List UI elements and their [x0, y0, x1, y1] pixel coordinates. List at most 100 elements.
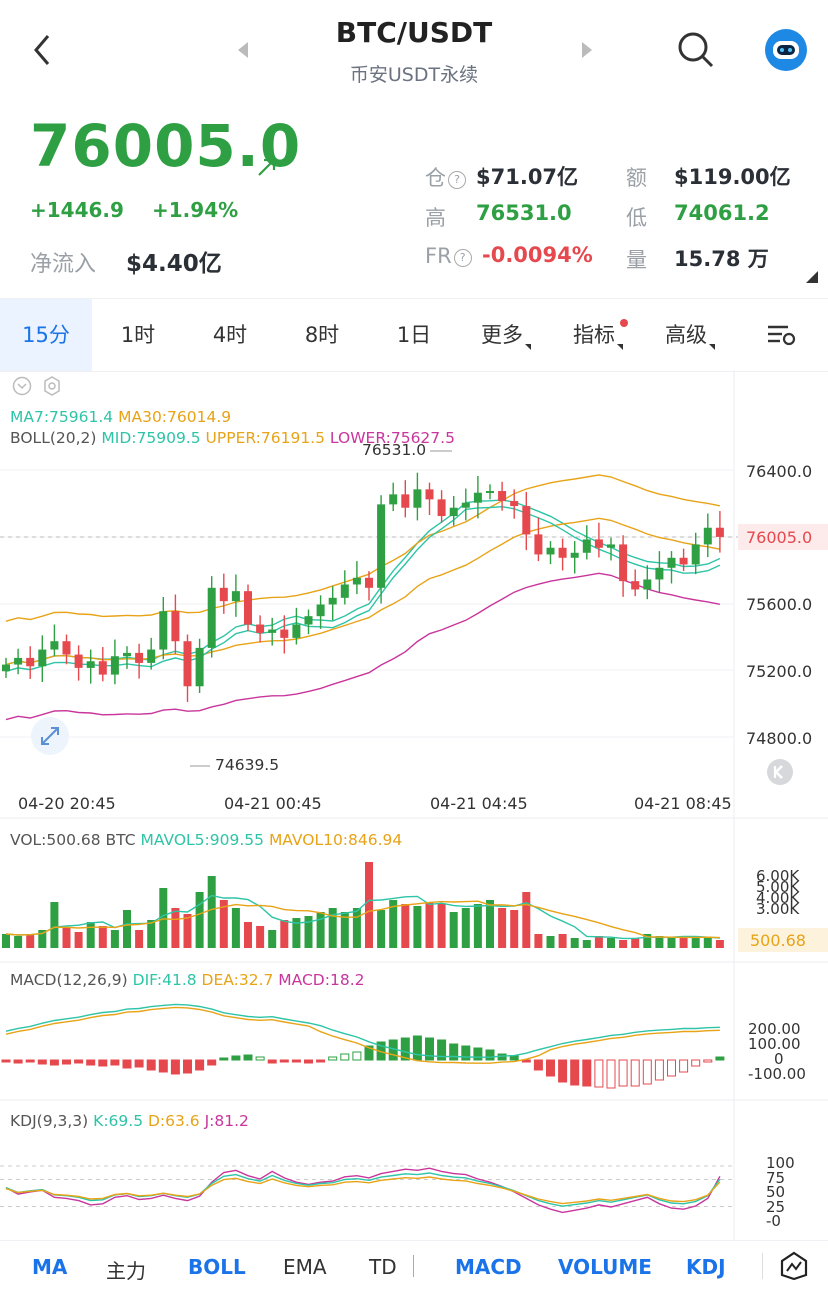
candle-body	[110, 656, 119, 675]
indicator-ema[interactable]: EMA	[283, 1255, 327, 1279]
tab-4h[interactable]: 4时	[212, 323, 248, 347]
macd-name: MACD(12,26,9)	[10, 971, 128, 989]
indicator-kdj[interactable]: KDJ	[686, 1255, 726, 1279]
back-button[interactable]	[28, 32, 58, 68]
assistant-bot-button[interactable]	[764, 28, 808, 76]
ma30-line	[5, 517, 721, 666]
macd-value: MACD:18.2	[278, 971, 365, 989]
candle-body	[449, 507, 458, 517]
tab-1h[interactable]: 1时	[120, 323, 156, 347]
low-marker-line	[190, 765, 210, 767]
last-price-axis-label: 76005.0	[746, 528, 813, 547]
tab-indicators[interactable]: 指标	[552, 299, 644, 371]
draw-tools-button[interactable]	[780, 1251, 808, 1285]
macd-bar	[13, 1059, 23, 1064]
chart-area[interactable]	[0, 370, 828, 1240]
caret-icon	[525, 344, 531, 350]
macd-legend: MACD(12,26,9) DIF:41.8 DEA:32.7 MACD:18.…	[10, 971, 364, 989]
candle-body	[546, 547, 555, 555]
volume-bar	[461, 908, 470, 948]
candle-body	[340, 584, 349, 598]
candle-body	[607, 544, 615, 548]
macd-bar	[570, 1059, 580, 1086]
volume-bar	[171, 908, 180, 948]
fullscreen-expand-icon[interactable]	[30, 716, 70, 760]
robot-icon	[765, 29, 807, 71]
volume-bar	[619, 940, 628, 948]
price-change-pct: +1.94%	[152, 198, 239, 222]
candle-body	[413, 489, 422, 508]
x-tick: 04-20 20:45	[18, 794, 116, 813]
macd-bar	[183, 1059, 192, 1074]
volume-bar	[522, 892, 531, 948]
caret-icon	[709, 344, 715, 350]
indicator-td[interactable]: TD	[369, 1255, 397, 1279]
collapse-toggle-icon[interactable]	[12, 376, 32, 400]
macd-bar	[509, 1055, 519, 1061]
macd-bar	[146, 1059, 156, 1071]
tab-more[interactable]: 更多	[460, 299, 552, 371]
volume-bar	[413, 906, 422, 948]
candle-body	[328, 597, 337, 605]
pair-subtitle: 币安USDT永续	[349, 64, 479, 86]
candle-body	[619, 544, 628, 582]
volume-bar	[558, 934, 567, 948]
info-icon[interactable]: ?	[453, 249, 472, 267]
volume-bar	[425, 902, 434, 948]
indicator-macd[interactable]: MACD	[455, 1255, 522, 1279]
tab-8h[interactable]: 8时	[304, 323, 340, 347]
search-icon	[678, 32, 714, 68]
tab-15m[interactable]: 15分	[0, 299, 92, 371]
expand-corner-icon[interactable]	[806, 268, 818, 287]
scroll-to-latest-button[interactable]	[766, 758, 794, 790]
vol-tick: 5.00K	[756, 878, 800, 896]
candle-body	[558, 547, 567, 558]
price-change: +1446.9	[30, 198, 124, 222]
volume-bar	[631, 938, 640, 948]
candle-body	[219, 587, 228, 602]
tab-1d[interactable]: 1日	[396, 323, 432, 347]
candle-body	[256, 624, 265, 633]
triangle-left-icon	[238, 42, 248, 58]
indicator-ma[interactable]: MA	[32, 1255, 68, 1279]
divider	[413, 1255, 414, 1277]
macd-bar	[267, 1059, 277, 1064]
volume-bar	[582, 940, 591, 948]
indicator-volume[interactable]: VOLUME	[558, 1255, 652, 1279]
funding-rate-label: FR?	[425, 244, 472, 268]
macd-bar	[316, 1059, 326, 1063]
macd-dif: DIF:41.8	[132, 971, 197, 989]
indicator-boll[interactable]: BOLL	[188, 1255, 246, 1279]
y-tick: 74800.0	[746, 729, 813, 748]
next-pair-arrow[interactable]	[580, 40, 594, 64]
info-icon[interactable]: ?	[448, 171, 466, 189]
trend-up-icon	[256, 156, 278, 182]
macd-bar	[291, 1059, 301, 1063]
macd-bar	[679, 1059, 689, 1073]
candle-body	[304, 616, 313, 625]
candle-body	[594, 539, 603, 548]
boll-upper: UPPER:76191.5	[205, 429, 325, 447]
candle-body	[123, 652, 131, 657]
mavol5-value: MAVOL5:909.55	[140, 831, 264, 849]
gear-icon[interactable]	[42, 376, 62, 400]
prev-pair-arrow[interactable]	[236, 40, 250, 64]
vol-tick: 6.00K	[756, 867, 800, 885]
volume-value: 15.78 万	[674, 247, 769, 271]
chart-settings-button[interactable]	[766, 321, 798, 353]
kdj-d: D:63.6	[148, 1112, 200, 1130]
pair-title[interactable]: BTC/USDT	[335, 16, 493, 49]
candle-body	[461, 502, 470, 508]
volume-bar	[377, 910, 386, 948]
volume-bar	[594, 936, 603, 948]
indicator-main-force[interactable]: 主力	[106, 1259, 146, 1283]
kdj-tick: 50	[766, 1183, 786, 1201]
volume-bar	[607, 938, 615, 948]
volume-bar	[365, 862, 373, 948]
search-button[interactable]	[676, 30, 716, 74]
amount-label: 额	[626, 166, 647, 190]
candle-body	[691, 544, 700, 565]
candle-body	[425, 489, 434, 500]
tab-advanced[interactable]: 高级	[644, 299, 736, 371]
macd-bar	[654, 1059, 664, 1081]
